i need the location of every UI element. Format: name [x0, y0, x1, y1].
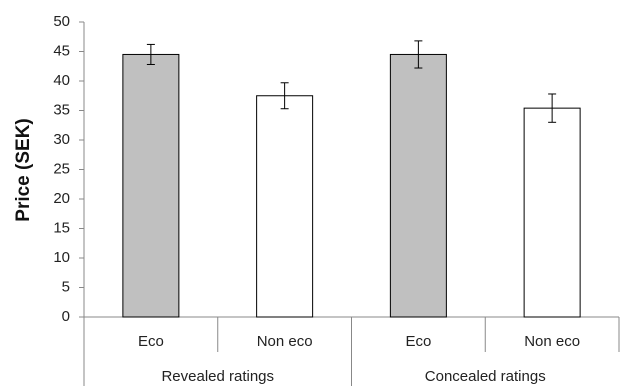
- y-tick-label: 25: [53, 160, 70, 177]
- group-label: Revealed ratings: [161, 368, 274, 385]
- bar: [256, 95, 314, 318]
- y-tick-label: 20: [53, 190, 70, 207]
- y-tick-label: 30: [53, 131, 70, 148]
- y-tick-label: 10: [53, 249, 70, 266]
- bar: [389, 53, 447, 318]
- bars: [122, 40, 581, 318]
- y-tick-label: 50: [53, 13, 70, 30]
- category-label: Eco: [138, 333, 164, 350]
- category-label: Non eco: [524, 333, 580, 350]
- y-tick-label: 45: [53, 42, 70, 59]
- category-label: Non eco: [257, 333, 313, 350]
- labels: 0 5 10 15 20 25 30 35 40 45 50 Eco Non eco Eco Non eco…: [53, 13, 580, 385]
- category-label: Eco: [405, 333, 431, 350]
- bar: [122, 53, 180, 318]
- group-label: Concealed ratings: [425, 368, 546, 385]
- y-tick-label: 35: [53, 101, 70, 118]
- y-axis-label: Price (SEK): [13, 118, 34, 221]
- bar: [523, 107, 581, 318]
- y-tick-label: 5: [62, 278, 70, 295]
- y-tick-label: 40: [53, 72, 70, 89]
- y-tick-label: 0: [62, 308, 70, 325]
- y-tick-label: 15: [53, 219, 70, 236]
